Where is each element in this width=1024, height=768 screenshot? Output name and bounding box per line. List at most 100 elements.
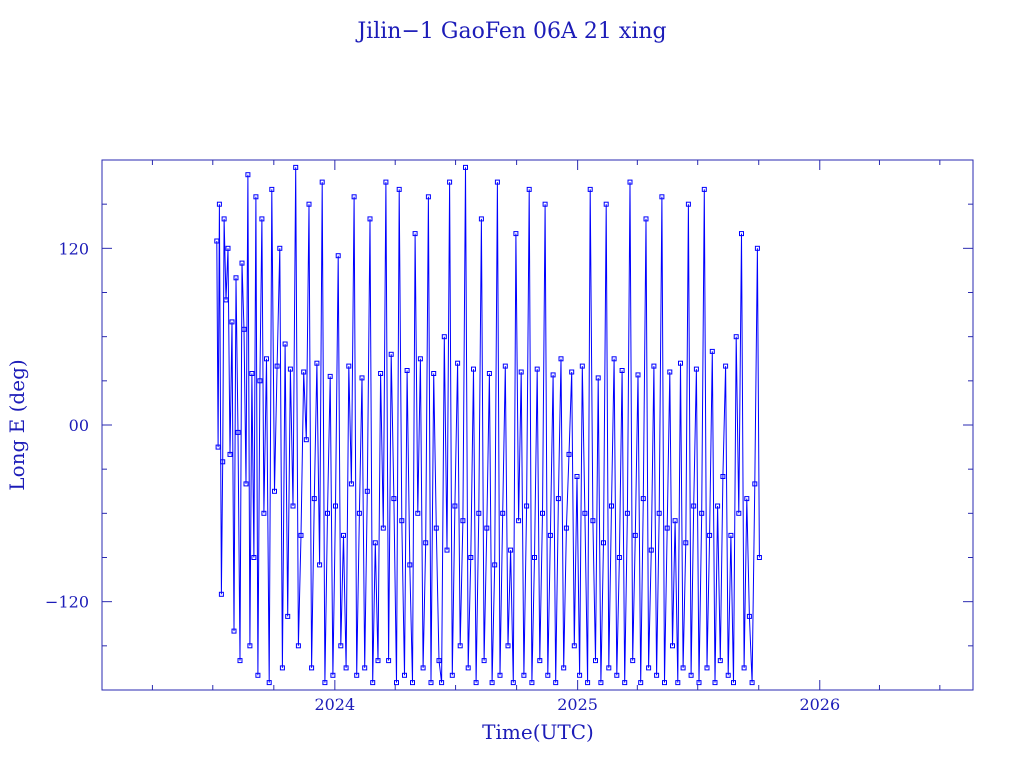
data-point: [688, 672, 694, 678]
data-point: [396, 186, 402, 192]
y-axis: 120 00 −120: [45, 203, 973, 647]
data-point: [521, 672, 527, 678]
data-point: [547, 532, 553, 538]
data-point: [754, 245, 760, 251]
data-point: [449, 672, 455, 678]
data-point: [407, 562, 413, 568]
data-point: [259, 216, 265, 222]
data-point: [593, 658, 598, 664]
data-point: [563, 525, 569, 531]
data-point: [420, 665, 426, 671]
data-point: [431, 371, 437, 376]
data-point: [699, 510, 705, 516]
data-point: [571, 643, 577, 649]
data-point: [709, 348, 715, 354]
data-point: [739, 231, 744, 237]
data-point: [704, 665, 710, 671]
data-point: [261, 510, 267, 516]
data-point: [343, 665, 349, 671]
data-point: [717, 658, 723, 664]
data-point: [317, 562, 323, 568]
data-point: [221, 216, 227, 222]
data-point: [494, 179, 500, 185]
data-point: [624, 510, 630, 516]
data-point: [667, 369, 673, 375]
data-point: [362, 665, 368, 671]
chart-title: Jilin−1 GaoFen 06A 21 xing: [355, 19, 666, 44]
data-point: [606, 665, 612, 671]
data-point: [223, 297, 229, 303]
data-point: [423, 540, 429, 546]
data-point: [463, 164, 468, 170]
data-point: [587, 186, 593, 192]
data-point: [561, 665, 567, 671]
data-point: [274, 363, 280, 369]
data-point: [425, 194, 431, 200]
data-point: [447, 179, 453, 185]
data-point: [601, 540, 606, 546]
data-point: [245, 172, 251, 178]
data-point: [293, 164, 299, 170]
data-point: [640, 496, 646, 502]
x-tick-label: 2024: [314, 695, 355, 714]
data-point: [510, 680, 516, 686]
data-point: [707, 532, 713, 538]
data-point: [486, 371, 492, 376]
data-point: [728, 532, 734, 538]
data-point: [306, 201, 312, 207]
data-point: [303, 437, 309, 443]
data-point: [492, 562, 498, 568]
data-point: [380, 525, 386, 531]
data-point: [638, 680, 644, 686]
data-point: [216, 201, 222, 207]
data-point: [558, 356, 564, 362]
data-point: [500, 510, 506, 516]
data-point: [651, 363, 657, 369]
data-point: [383, 179, 389, 185]
data-point: [701, 186, 707, 192]
data-point: [731, 680, 736, 686]
data-point: [545, 672, 551, 678]
data-point: [367, 216, 373, 222]
data-point: [218, 591, 224, 597]
data-point: [659, 194, 665, 200]
data-point: [269, 186, 275, 192]
data-point: [513, 231, 519, 237]
data-point: [354, 672, 360, 678]
data-point: [402, 672, 407, 678]
series-line: [216, 167, 760, 683]
data-point: [720, 474, 726, 479]
data-point: [439, 680, 445, 686]
data-point: [255, 672, 261, 678]
data-point: [476, 510, 482, 516]
data-point: [241, 326, 247, 332]
data-point: [696, 680, 702, 686]
data-point: [314, 360, 320, 366]
data-point: [484, 525, 490, 531]
data-point: [590, 518, 596, 524]
data-point: [233, 275, 239, 281]
data-point: [473, 680, 479, 686]
data-point: [749, 680, 755, 686]
data-point: [662, 680, 667, 686]
data-point: [225, 245, 231, 251]
data-point: [272, 488, 277, 494]
data-point: [635, 372, 641, 378]
data-point: [465, 665, 471, 671]
data-point: [264, 356, 269, 362]
data-point: [214, 238, 220, 244]
data-point: [335, 253, 341, 259]
data-point: [301, 369, 307, 375]
data-point: [394, 680, 399, 686]
data-point: [364, 488, 370, 494]
data-point: [319, 179, 325, 185]
data-point: [508, 547, 514, 553]
x-axis: 2024 2025 2026: [151, 160, 941, 714]
data-point: [542, 201, 548, 207]
data-point: [257, 378, 263, 384]
data-point: [287, 366, 293, 372]
data-point: [249, 371, 255, 376]
data-point: [555, 496, 561, 502]
